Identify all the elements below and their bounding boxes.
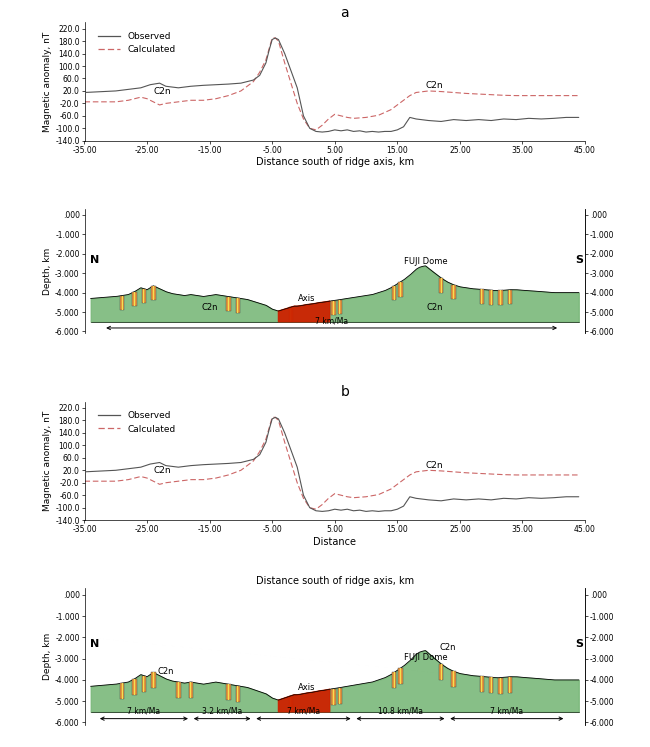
Bar — [400, 282, 401, 297]
Bar — [480, 289, 484, 304]
Text: C2n: C2n — [153, 466, 171, 475]
Bar — [153, 286, 154, 300]
Bar — [133, 679, 136, 695]
Text: N: N — [90, 255, 99, 264]
Text: S: S — [576, 639, 584, 649]
X-axis label: Distance: Distance — [313, 537, 356, 547]
Text: C2n: C2n — [153, 87, 171, 96]
Polygon shape — [278, 689, 330, 712]
Legend: Observed, Calculated: Observed, Calculated — [94, 407, 179, 437]
Bar — [237, 298, 239, 312]
Text: 7 km/Ma: 7 km/Ma — [127, 707, 161, 716]
Text: 7 km/Ma: 7 km/Ma — [315, 316, 348, 325]
Bar — [400, 669, 401, 684]
Bar — [398, 282, 402, 297]
Bar — [151, 286, 155, 300]
Bar — [452, 672, 456, 687]
Bar — [289, 696, 293, 712]
Bar — [339, 300, 340, 314]
Bar — [333, 300, 334, 315]
Bar — [499, 291, 502, 305]
Bar — [453, 285, 454, 300]
Bar — [333, 689, 334, 704]
Text: S: S — [576, 255, 584, 264]
Y-axis label: Magnetic anomaly, nT: Magnetic anomaly, nT — [44, 411, 53, 511]
Text: FUJI Dome: FUJI Dome — [404, 258, 447, 267]
Y-axis label: Depth, km: Depth, km — [44, 633, 52, 681]
Bar — [481, 289, 482, 304]
Bar — [176, 682, 181, 698]
Bar — [452, 285, 456, 300]
Text: 7 km/Ma: 7 km/Ma — [287, 707, 320, 716]
Bar — [178, 682, 179, 698]
Bar — [134, 291, 135, 306]
Bar — [337, 300, 342, 314]
Text: Axis: Axis — [298, 683, 315, 692]
Bar — [235, 686, 240, 701]
Text: C2n: C2n — [426, 81, 443, 90]
Bar — [120, 683, 124, 699]
Text: Axis: Axis — [298, 294, 315, 303]
Bar — [392, 672, 396, 689]
Bar — [398, 669, 402, 684]
Bar — [120, 296, 124, 310]
Bar — [481, 677, 482, 692]
Bar — [153, 672, 154, 689]
Bar — [226, 684, 231, 700]
Text: a: a — [341, 6, 349, 20]
Text: C2n: C2n — [157, 666, 174, 675]
Bar — [133, 291, 136, 306]
Bar — [480, 677, 484, 692]
Bar — [337, 688, 342, 704]
Bar — [190, 682, 191, 698]
Text: C2n: C2n — [426, 303, 443, 312]
Bar — [142, 676, 146, 692]
Bar — [489, 678, 493, 693]
Text: FUJI Dome: FUJI Dome — [404, 653, 447, 662]
Bar — [289, 307, 293, 322]
Bar — [339, 688, 340, 704]
Y-axis label: Magnetic anomaly, nT: Magnetic anomaly, nT — [44, 31, 53, 131]
Text: b: b — [341, 385, 349, 400]
Bar — [151, 672, 155, 689]
Bar — [499, 678, 502, 693]
Polygon shape — [278, 301, 330, 322]
Text: C2n: C2n — [426, 461, 443, 470]
Bar — [439, 278, 443, 293]
Bar — [235, 298, 240, 312]
Bar — [392, 286, 396, 300]
Text: C2n: C2n — [439, 643, 456, 652]
Bar — [508, 677, 512, 692]
Bar — [332, 689, 335, 704]
Bar — [500, 678, 501, 693]
Bar — [188, 682, 193, 698]
Bar — [142, 289, 146, 303]
Bar — [394, 286, 395, 300]
Bar — [134, 679, 135, 695]
Bar — [500, 291, 501, 305]
Bar — [226, 297, 231, 311]
Bar — [394, 672, 395, 689]
Bar — [439, 664, 443, 680]
Bar — [453, 672, 454, 687]
Bar — [508, 290, 512, 304]
Text: C2n: C2n — [202, 303, 218, 312]
Bar — [228, 297, 229, 311]
Bar — [228, 684, 229, 700]
Bar — [237, 686, 239, 701]
Text: N: N — [90, 639, 99, 649]
Legend: Observed, Calculated: Observed, Calculated — [94, 28, 179, 58]
Title: Distance south of ridge axis, km: Distance south of ridge axis, km — [255, 576, 414, 586]
Bar — [332, 300, 335, 315]
Text: 10.8 km/Ma: 10.8 km/Ma — [378, 707, 423, 716]
Text: 7 km/Ma: 7 km/Ma — [490, 707, 523, 716]
Bar — [489, 291, 493, 305]
Y-axis label: Depth, km: Depth, km — [44, 248, 52, 295]
Text: 3.2 km/Ma: 3.2 km/Ma — [202, 707, 242, 716]
X-axis label: Distance south of ridge axis, km: Distance south of ridge axis, km — [255, 158, 414, 167]
